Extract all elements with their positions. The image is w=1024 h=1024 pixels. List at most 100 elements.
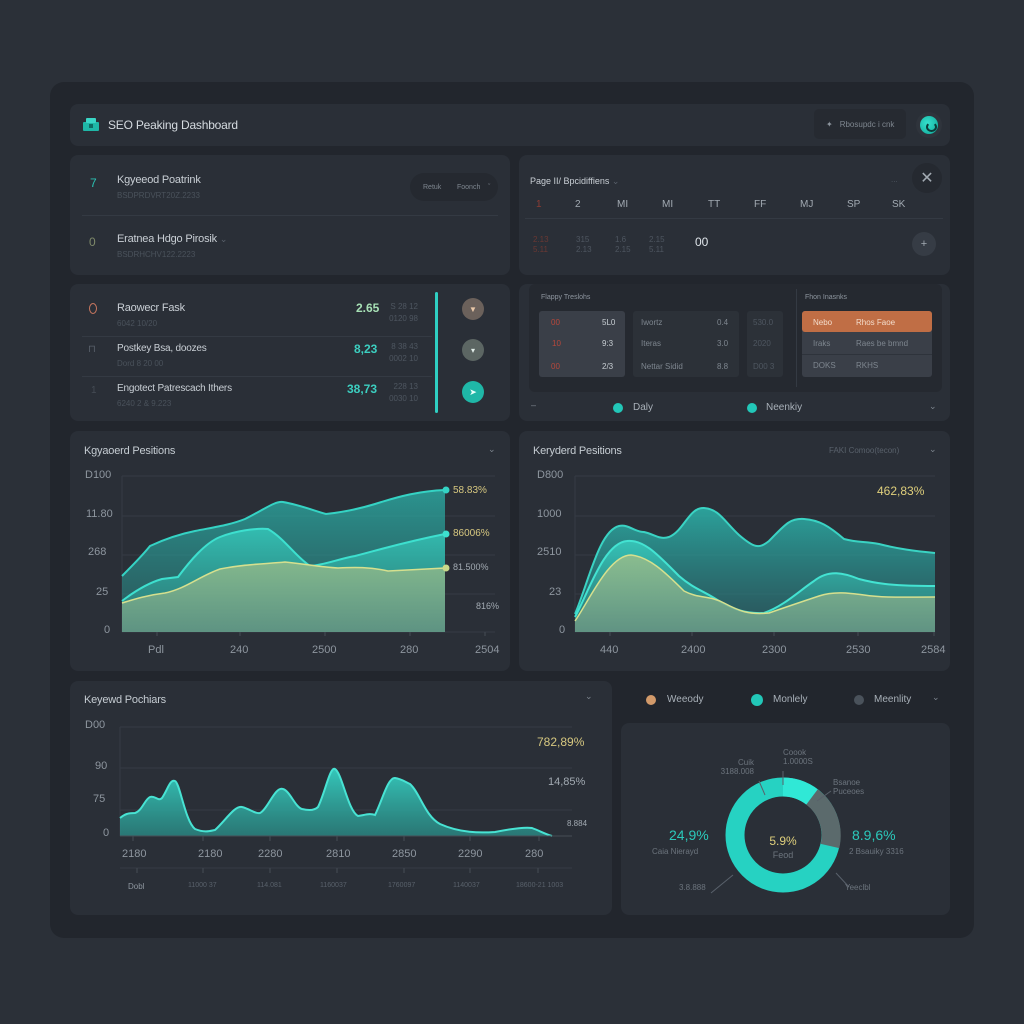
add-button[interactable]: + [912,232,936,256]
task-row[interactable]: Postkey Bsa, doozes Dord 8 20 00 [117,343,207,368]
x-tick: 2810 [326,848,351,860]
legend-weekly[interactable]: Weeody [667,694,704,705]
legend-dot [613,403,623,413]
app-title: SEO Peaking Dashboard [108,118,238,132]
chevron-down-icon[interactable]: ⌄ [585,691,593,701]
top-bar: SEO Peaking Dashboard ✦ Rbosupdc i cnk [70,104,950,146]
calendar-cell-selected[interactable]: 00 [695,235,709,249]
calendar-cell[interactable]: 2.13 5.11 [533,235,549,254]
x-tick: 2290 [458,848,483,860]
keyword-row[interactable]: Eratnea Hdgo Pirosik ⌄ BSDRHCHV122.2223 [117,233,228,259]
status-ring-icon [89,303,97,314]
divider [82,376,432,377]
x-tick: 2850 [392,848,417,860]
x-tick: 280 [525,848,544,860]
chevron-down-icon[interactable]: ⌄ [929,401,937,411]
top-action-button[interactable]: ✦ Rbosupdc i cnk [814,109,906,139]
task-value: 38,73 [347,382,378,396]
row-number: 7 [90,176,97,190]
cell-label[interactable]: DOKS [813,361,836,370]
close-icon: ✕ [920,170,934,187]
task-row[interactable]: Engotect Patrescach Ithers 6240 2 & 9.22… [117,383,232,408]
donut-left-label: Caia Nierayd [652,847,699,856]
keyword-row[interactable]: Kgyeeod Poatrink BSDPRDVRT20Z.2233 [117,174,201,200]
row-number: 1 [91,385,97,396]
table-column [747,311,783,377]
collapse-icon[interactable]: – [531,400,537,410]
send-button[interactable]: ➤ [462,381,484,403]
calendar-cell[interactable]: 1.6 2.15 [615,235,631,254]
scrollbar[interactable] [435,292,438,413]
area-chart[interactable] [70,431,510,671]
sort-down-button[interactable]: ▾ [462,339,484,361]
cell-value: D00 3 [753,362,775,371]
area-chart[interactable] [70,681,612,915]
donut-chart[interactable] [621,723,950,915]
x-tick: 2180 [122,848,147,860]
pill-result[interactable]: Retuk [423,184,442,191]
x-tick: Pdl [148,644,164,656]
cell-label[interactable]: Iraks [813,339,831,348]
cell-label: 10 [552,339,561,348]
divider [82,336,432,337]
divider [802,354,932,355]
divider [796,289,797,387]
chevron-down-icon[interactable]: ⌄ [219,234,228,244]
chart-annotation: 782,89% [537,735,585,749]
sparkle-icon: ✦ [826,120,833,129]
calendar-cell[interactable]: 2.15 5.11 [649,235,665,254]
y-tick: 1000 [537,508,562,520]
pill-search[interactable]: Foonch [457,184,481,191]
cell-label: 00 [551,318,560,327]
callout: Yeeclbl [845,883,871,892]
cell-value: Rhos Faoe [856,318,896,327]
calendar-title[interactable]: Page II/ Bpcidiffiens ⌄ [530,176,620,186]
cell-value: 2/3 [602,362,614,371]
chart-card-bottom: Keyewd Pochiars ⌄ D00 90 75 0 782,89% 14… [70,681,612,915]
calendar-cell[interactable]: 315 2.13 [576,235,592,254]
legend-metric[interactable]: Meenlity [874,694,912,705]
x-subtick: 1140037 [453,882,480,889]
cell-label: 00 [551,362,560,371]
cell-label: Nettar Sidid [641,362,683,371]
donut-center-value: 5.9% [769,834,797,848]
task-row[interactable]: Raowecr Fask 6042 10/20 [117,302,185,328]
y-tick: D100 [85,469,112,481]
x-tick: 2180 [198,848,223,860]
task-meta: S 28 12 0120 98 [389,302,418,323]
x-tick: 440 [600,644,619,656]
chevron-down-icon: ⌄ [611,176,620,186]
chart-title: Keryderd Pesitions [533,445,622,457]
chevron-down-icon[interactable]: ⌄ [929,444,937,454]
triangle-down-icon: ▼ [469,304,477,314]
donut-right-label: 2 Bsauiky 3316 [849,847,904,856]
legend-monthly[interactable]: Monlely [773,694,808,705]
more-icon[interactable]: ... [891,175,898,184]
legend-daily[interactable]: Daly [633,402,654,413]
legend-weekly[interactable]: Neenkiy [766,402,803,413]
chart-title: Kgyaoerd Pesitions [84,445,176,457]
x-tick: 2500 [312,644,337,656]
cell-value[interactable]: Raes be bmnd [856,339,909,348]
chart-range-dropdown[interactable]: FAKI Comoo(tecon) [829,446,900,455]
close-button[interactable]: ✕ [912,163,942,193]
legend-dot [646,695,656,705]
sort-down-button[interactable]: ▼ [462,298,484,320]
legend-dot [747,403,757,413]
x-subtick: 1760097 [388,882,416,889]
chart-annotation: 14,85% [548,776,586,788]
chart-title: Keyewd Pochiars [84,694,166,706]
user-avatar[interactable] [920,116,938,134]
chevron-down-icon[interactable]: ⌄ [488,444,496,454]
cell-value[interactable]: RKHS [856,361,879,370]
markets-row-active[interactable] [802,311,932,332]
x-tick: 2584 [921,644,946,656]
task-meta: 228 13 0030 10 [389,382,418,403]
chevron-down-icon[interactable]: ˇ [488,184,491,191]
y-tick: D800 [537,469,564,481]
series-end-label: 86006% [453,528,490,539]
chevron-down-icon[interactable]: ⌄ [932,692,940,702]
area-chart[interactable] [519,431,950,671]
positions-panel: Flappy Treslohs 00 5L0 10 9:3 00 2/3 Iwo… [519,284,950,421]
plus-icon: + [920,238,928,250]
